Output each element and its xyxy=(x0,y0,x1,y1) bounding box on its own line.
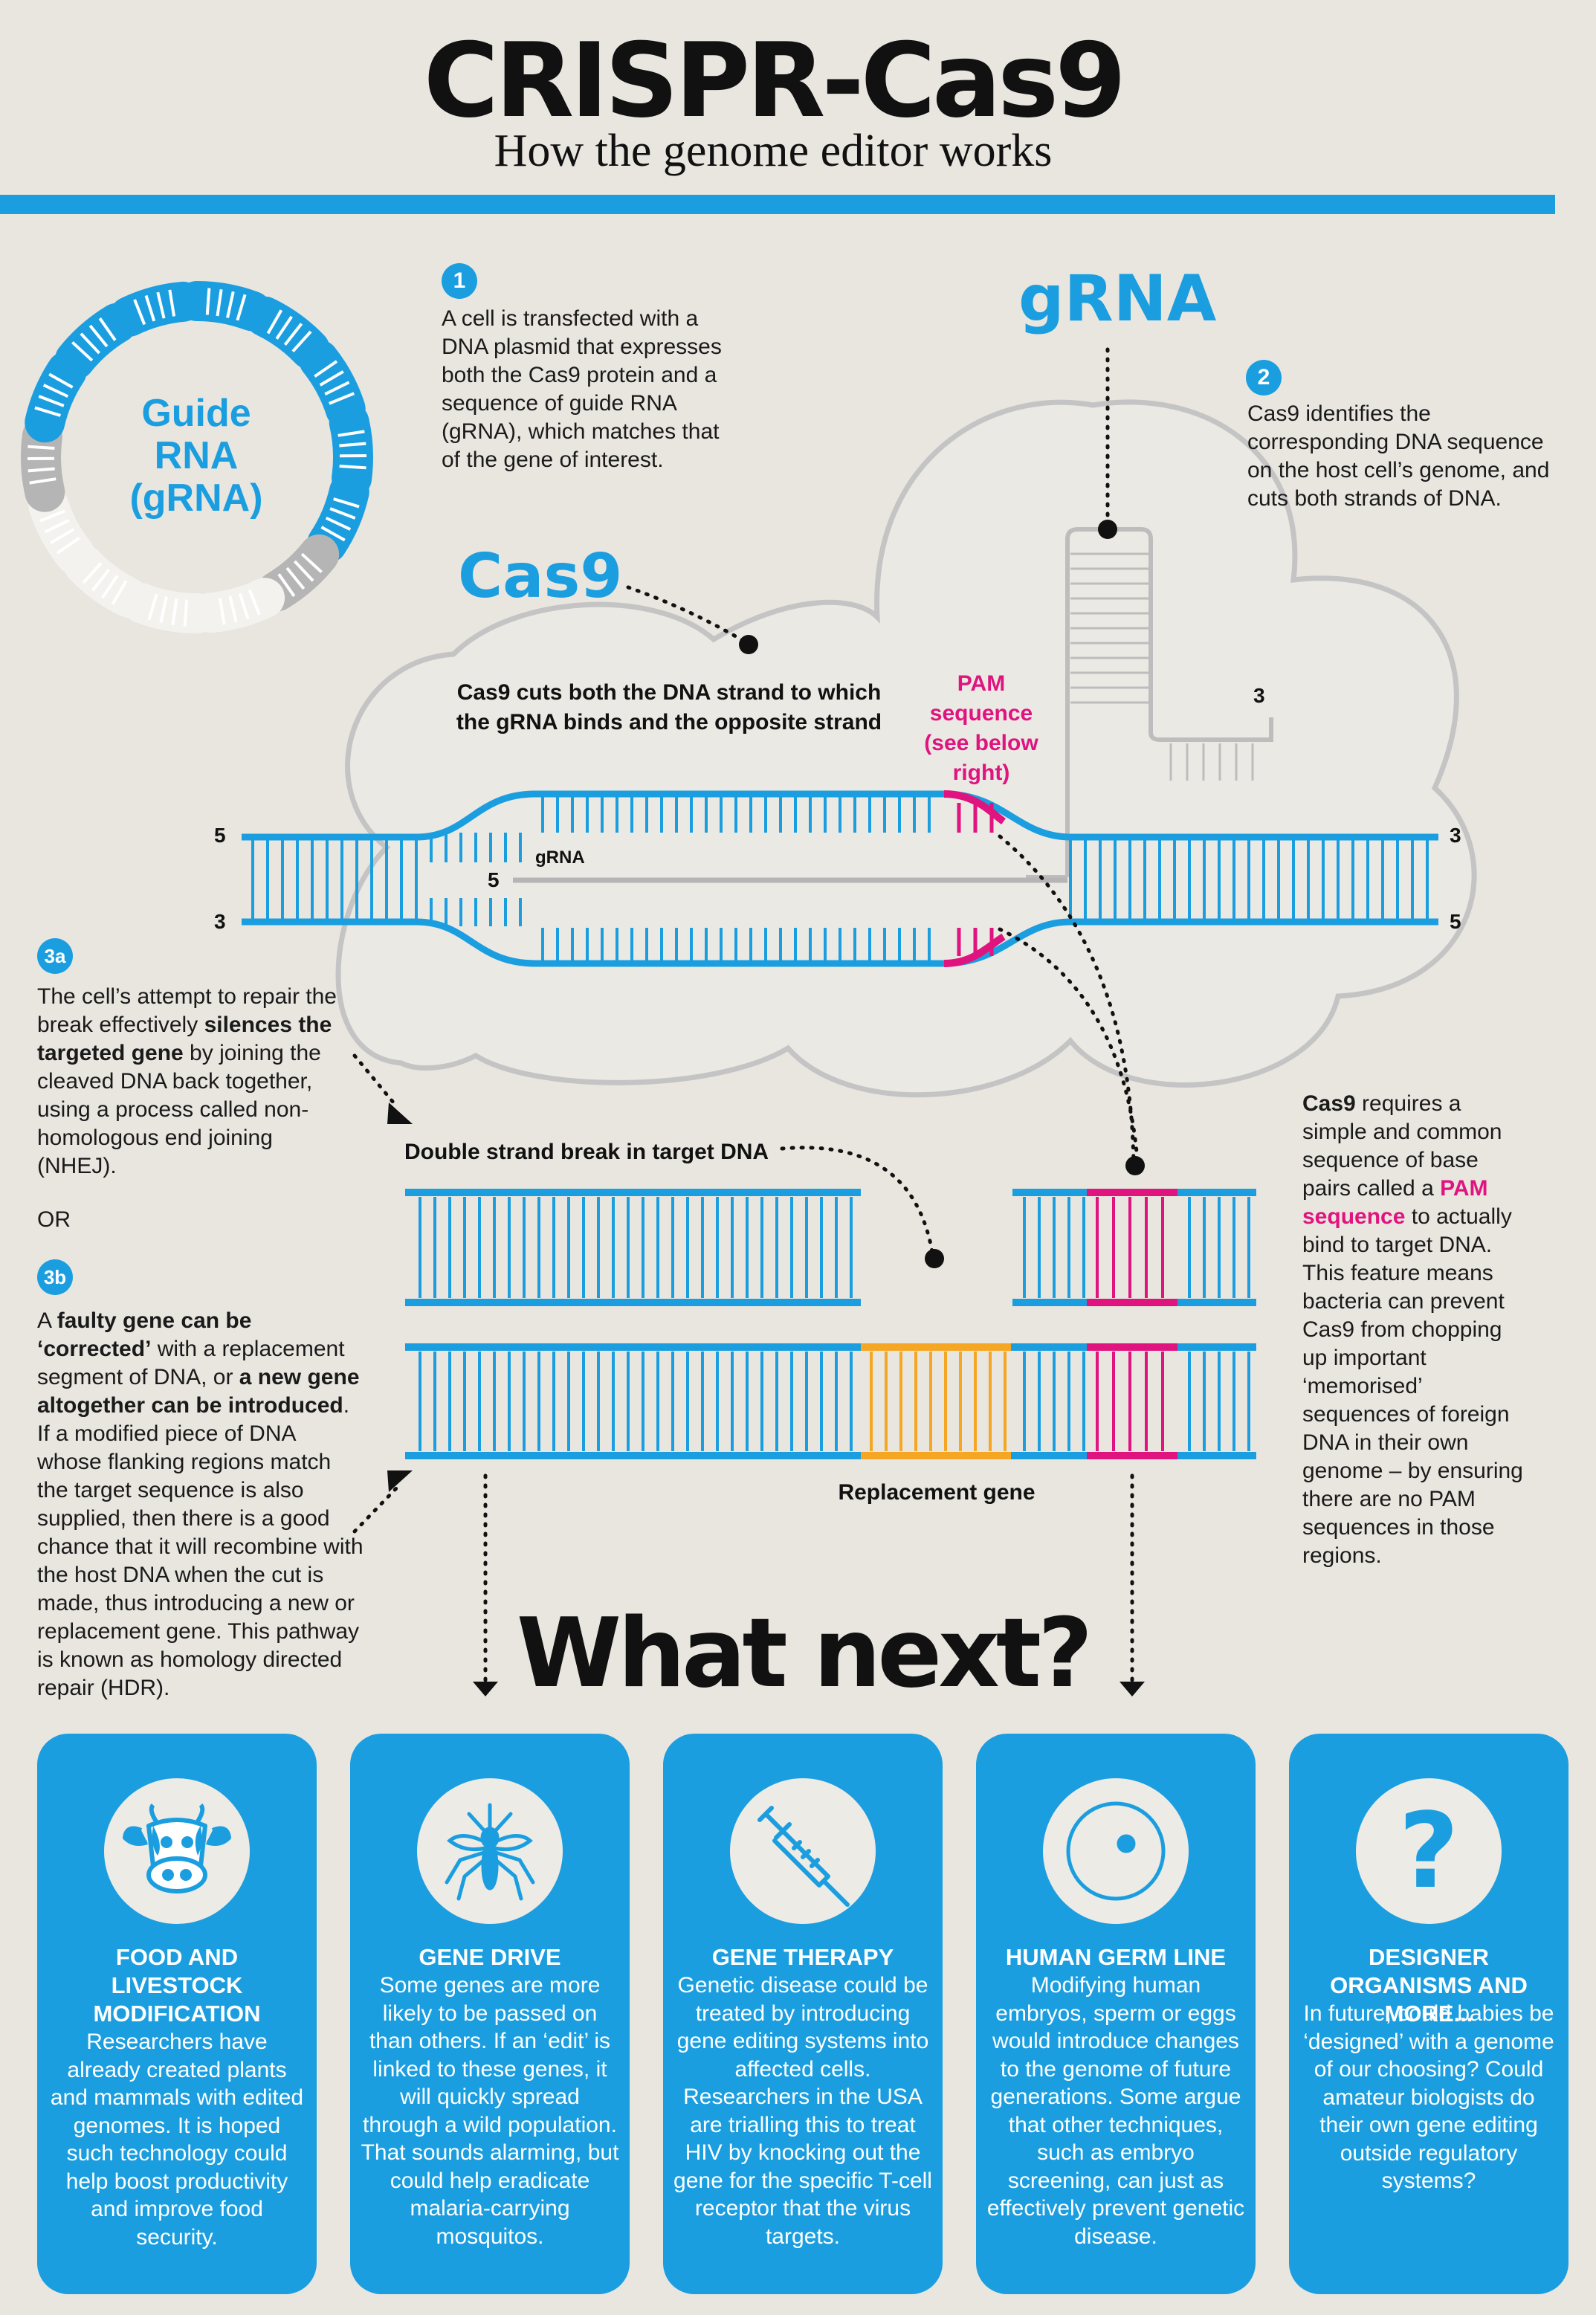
card-title: GENE DRIVE xyxy=(419,1944,561,1970)
grna-hairpin-rungs xyxy=(1070,552,1254,781)
crispr-diagram xyxy=(21,281,1477,1696)
question-icon: ? xyxy=(1356,1778,1502,1924)
plasmid-segment xyxy=(21,416,65,512)
plasmid-segment xyxy=(329,402,373,499)
card-title: FOOD AND LIVESTOCK MODIFICATION xyxy=(93,1944,261,2027)
target-dna xyxy=(242,790,1438,967)
top-strand-5-end: 5 xyxy=(214,824,226,847)
plasmid-segment xyxy=(109,281,204,337)
grna-label: gRNA xyxy=(1018,262,1217,336)
cell-icon xyxy=(1043,1778,1189,1924)
step-3a-text: The cell’s attempt to repair the break e… xyxy=(37,984,337,1178)
plasmid-ring xyxy=(21,281,373,633)
card-body: Modifying human embryos, sperm or eggs w… xyxy=(986,1973,1245,2249)
leader-arrowheads xyxy=(387,1102,1145,1696)
plasmid-segment xyxy=(54,303,138,381)
bottom-strand-5-end: 5 xyxy=(1450,910,1461,933)
svg-text:?: ? xyxy=(1398,1791,1458,1912)
grna-hairpin xyxy=(1026,527,1273,879)
step-1-text: A cell is transfected with a DNA plasmid… xyxy=(442,306,722,472)
syringe-icon xyxy=(730,1778,876,1924)
card-human-germ-line: HUMAN GERM LINE Modifying human embryos,… xyxy=(976,1734,1256,2294)
cut-label: Cas9 cuts both the DNA strand to which t… xyxy=(456,680,882,734)
grna-3-end: 3 xyxy=(1253,684,1265,707)
card-title: GENE THERAPY xyxy=(711,1944,894,1970)
step-1-badge: 1 xyxy=(442,263,477,299)
grna-5-end: 5 xyxy=(488,868,500,891)
card-body: In future, could babies be ‘designed’ wi… xyxy=(1303,2001,1554,2193)
cas9-label: Cas9 xyxy=(458,541,623,612)
bottom-strand-3-end: 3 xyxy=(214,910,226,933)
cow-icon xyxy=(104,1778,250,1924)
plasmid-segment xyxy=(256,534,340,612)
pam-note-text: Cas9 requires a simple and common sequen… xyxy=(1302,1091,1523,1568)
step-3a-badge: 3a xyxy=(37,938,73,974)
or-label: OR xyxy=(37,1207,71,1232)
card-body: Some genes are more likely to be passed … xyxy=(361,1973,619,2249)
mosquito-icon xyxy=(417,1778,563,1924)
page-subtitle: How the genome editor works xyxy=(494,126,1053,176)
plasmid-label: Guide RNA (gRNA) xyxy=(129,392,263,520)
step-2-text: Cas9 identifies the corresponding DNA se… xyxy=(1247,401,1550,511)
pam-label: PAM sequence (see below right) xyxy=(924,671,1038,785)
grna-strand-label: gRNA xyxy=(535,847,585,868)
page-title: CRISPR-Cas9 xyxy=(423,21,1127,141)
step-3b-badge: 3b xyxy=(37,1259,73,1295)
card-designer-organisms: ? DESIGNER ORGANISMS AND MORE... In futu… xyxy=(1289,1734,1568,2294)
card-title: HUMAN GERM LINE xyxy=(1005,1944,1227,1970)
step-3b-text: A faulty gene can be ‘corrected’ with a … xyxy=(37,1308,364,1700)
replacement-gene-label: Replacement gene xyxy=(838,1480,1036,1505)
card-gene-drive: GENE DRIVE Some genes are more likely to… xyxy=(350,1734,630,2294)
repair-dna xyxy=(405,1189,1256,1459)
header-divider xyxy=(0,195,1555,214)
top-strand-3-end: 3 xyxy=(1450,824,1461,847)
card-title: DESIGNER ORGANISMS AND MORE... xyxy=(1330,1944,1528,2027)
step-2-badge: 2 xyxy=(1246,360,1282,395)
double-strand-break-label: Double strand break in target DNA xyxy=(404,1140,769,1164)
card-body: Researchers have already created plants … xyxy=(50,2030,304,2250)
card-food-livestock: FOOD AND LIVESTOCK MODIFICATION Research… xyxy=(37,1734,317,2294)
card-body: Genetic disease could be treated by intr… xyxy=(673,1973,932,2249)
what-next-heading: What next? xyxy=(516,1598,1093,1709)
leader-dots xyxy=(739,520,1145,1268)
leader-lines xyxy=(352,347,1140,1686)
card-gene-therapy: GENE THERAPY Genetic disease could be tr… xyxy=(663,1734,943,2294)
